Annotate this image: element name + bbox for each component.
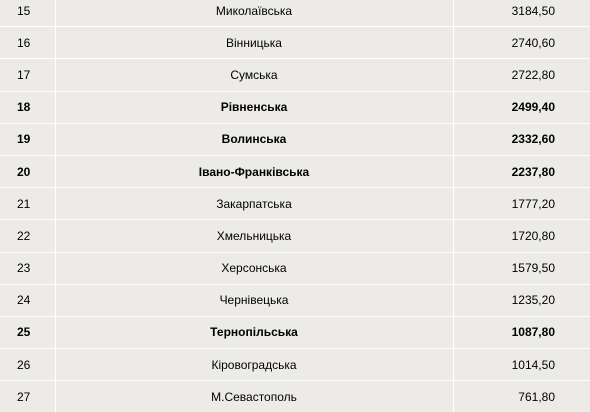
rank-cell: 17: [0, 58, 56, 92]
table-row: 17 Сумська 2722,80: [0, 58, 590, 92]
value-cell: 2722,80: [453, 58, 590, 92]
rank-cell: 22: [0, 219, 56, 253]
value-cell: 2237,80: [453, 154, 590, 189]
rank-cell: 26: [0, 348, 56, 382]
region-name-cell: Чернівецька: [55, 283, 454, 317]
table-row: 15 Миколаївська 3184,50: [0, 0, 590, 28]
table-row: 23 Херсонська 1579,50: [0, 251, 590, 285]
rank-cell: 19: [0, 122, 56, 156]
value-cell: 1087,80: [453, 315, 590, 350]
table-row: 26 Кіровоградська 1014,50: [0, 348, 590, 382]
value-cell: 2332,60: [453, 122, 590, 156]
table-row: 22 Хмельницька 1720,80: [0, 219, 590, 253]
value-cell: 2740,60: [453, 26, 590, 60]
value-cell: 761,80: [453, 380, 590, 412]
table-row: 24 Чернівецька 1235,20: [0, 283, 590, 317]
rank-cell: 16: [0, 26, 56, 60]
rank-cell: 15: [0, 0, 56, 28]
table-row: 20 Івано-Франківська 2237,80: [0, 154, 590, 189]
value-cell: 1235,20: [453, 283, 590, 317]
region-name-cell: Херсонська: [55, 251, 454, 285]
region-name-cell: Рівненська: [55, 90, 454, 124]
region-name-cell: Сумська: [55, 58, 454, 92]
value-cell: 1777,20: [453, 187, 590, 221]
region-name-cell: М.Севастополь: [55, 380, 454, 412]
value-cell: 1579,50: [453, 251, 590, 285]
table-row: 16 Вінницька 2740,60: [0, 26, 590, 60]
rank-cell: 18: [0, 90, 56, 124]
rank-cell: 20: [0, 154, 56, 189]
value-cell: 2499,40: [453, 90, 590, 124]
rank-cell: 21: [0, 187, 56, 221]
table-row: 18 Рівненська 2499,40: [0, 90, 590, 124]
region-name-cell: Вінницька: [55, 26, 454, 60]
region-name-cell: Волинська: [55, 122, 454, 156]
table-row: 21 Закарпатська 1777,20: [0, 187, 590, 221]
table-row: 19 Волинська 2332,60: [0, 122, 590, 156]
table-row: 25 Тернопільська 1087,80: [0, 315, 590, 350]
region-name-cell: Закарпатська: [55, 187, 454, 221]
rank-cell: 25: [0, 315, 56, 350]
region-name-cell: Кіровоградська: [55, 348, 454, 382]
rank-cell: 27: [0, 380, 56, 412]
table-row: 27 М.Севастополь 761,80: [0, 380, 590, 412]
value-cell: 1014,50: [453, 348, 590, 382]
value-cell: 3184,50: [453, 0, 590, 28]
region-name-cell: Миколаївська: [55, 0, 454, 28]
region-name-cell: Хмельницька: [55, 219, 454, 253]
rank-cell: 23: [0, 251, 56, 285]
value-cell: 1720,80: [453, 219, 590, 253]
region-name-cell: Івано-Франківська: [55, 154, 454, 189]
region-name-cell: Тернопільська: [55, 315, 454, 350]
rank-cell: 24: [0, 283, 56, 317]
